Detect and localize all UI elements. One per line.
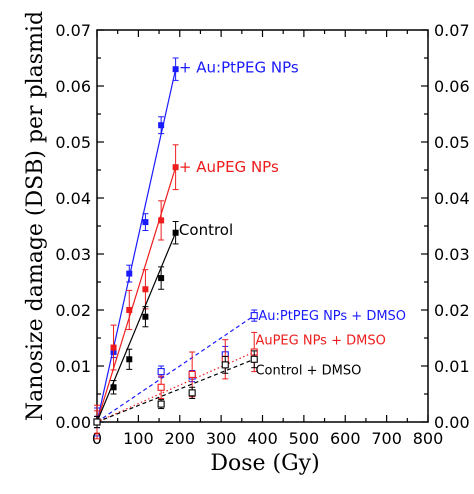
series-5 <box>93 350 258 429</box>
x-tick-label: 400 <box>247 429 278 448</box>
series-4 <box>93 331 258 434</box>
data-point <box>142 219 149 226</box>
x-tick-label: 100 <box>123 429 154 448</box>
y-tick-label-left: 0.02 <box>55 301 91 320</box>
data-point <box>157 368 165 376</box>
x-tick-label: 700 <box>371 429 402 448</box>
data-point <box>142 286 149 293</box>
y-tick-label-right: 0.01 <box>434 357 470 376</box>
y-tick-label-left: 0.05 <box>55 133 91 152</box>
data-point <box>188 370 196 378</box>
data-point <box>126 270 133 277</box>
series-2 <box>94 221 179 429</box>
labels-layer: + Au:PtPEG NPs + AuPEG NPs Control Au:PtPEG… <box>179 59 406 379</box>
data-point <box>158 275 165 282</box>
y-tick-label-right: 0.02 <box>434 301 470 320</box>
data-point <box>142 313 149 320</box>
y-tick-label-right: 0.05 <box>434 133 470 152</box>
series-0 <box>94 57 179 437</box>
x-tick-label: 800 <box>413 429 444 448</box>
y-tick-label-right: 0.00 <box>434 413 470 432</box>
data-point <box>250 312 258 320</box>
y-tick-label-right: 0.04 <box>434 189 470 208</box>
y-tick-label-right: 0.07 <box>434 21 470 40</box>
data-point <box>93 418 101 426</box>
y-tick-label-left: 0.07 <box>55 21 91 40</box>
series-label-4: AuPEG NPs + DMSO <box>255 334 385 349</box>
y-tick-label-left: 0.04 <box>55 189 91 208</box>
y-tick-label-left: 0.00 <box>55 413 91 432</box>
y-axis-title: Nanosize damage (DSB) per plasmid <box>23 11 48 421</box>
series-label-2: Control <box>179 221 233 239</box>
data-point <box>158 217 165 224</box>
data-point <box>126 307 133 313</box>
series-label-3: Au:PtPEG NPs + DMSO <box>258 309 406 324</box>
data-point <box>221 361 229 369</box>
data-point <box>172 66 179 73</box>
fit-line <box>96 351 255 423</box>
y-tick-label-left: 0.06 <box>55 77 91 96</box>
data-point <box>172 164 179 171</box>
data-point <box>126 356 133 363</box>
axes: 01002003004005006007008000.000.000.010.0… <box>55 21 469 448</box>
x-tick-label: 500 <box>289 429 320 448</box>
data-point <box>158 122 165 129</box>
fit-line <box>96 232 177 423</box>
data-point <box>110 344 117 351</box>
x-tick-label: 300 <box>206 429 237 448</box>
data-point <box>250 355 258 363</box>
series-label-0: + Au:PtPEG NPs <box>179 59 299 77</box>
x-axis-title: Dose (Gy) <box>210 451 319 476</box>
y-tick-label-right: 0.06 <box>434 77 470 96</box>
fit-line <box>96 315 255 423</box>
series-label-1: + AuPEG NPs <box>179 158 279 176</box>
data-point <box>188 389 196 397</box>
fit-line <box>96 167 177 423</box>
series-1 <box>94 144 179 440</box>
x-tick-label: 600 <box>330 429 361 448</box>
x-tick-label: 200 <box>164 429 195 448</box>
y-tick-label-right: 0.03 <box>434 245 470 264</box>
y-tick-label-left: 0.03 <box>55 245 91 264</box>
data-point <box>110 384 117 391</box>
series-layer <box>93 57 258 440</box>
data-point <box>172 229 179 236</box>
series-label-5: Control + DMSO <box>255 363 361 378</box>
data-point <box>157 400 165 408</box>
fit-line <box>96 358 255 423</box>
y-tick-label-left: 0.01 <box>55 357 91 376</box>
data-point <box>157 383 165 391</box>
